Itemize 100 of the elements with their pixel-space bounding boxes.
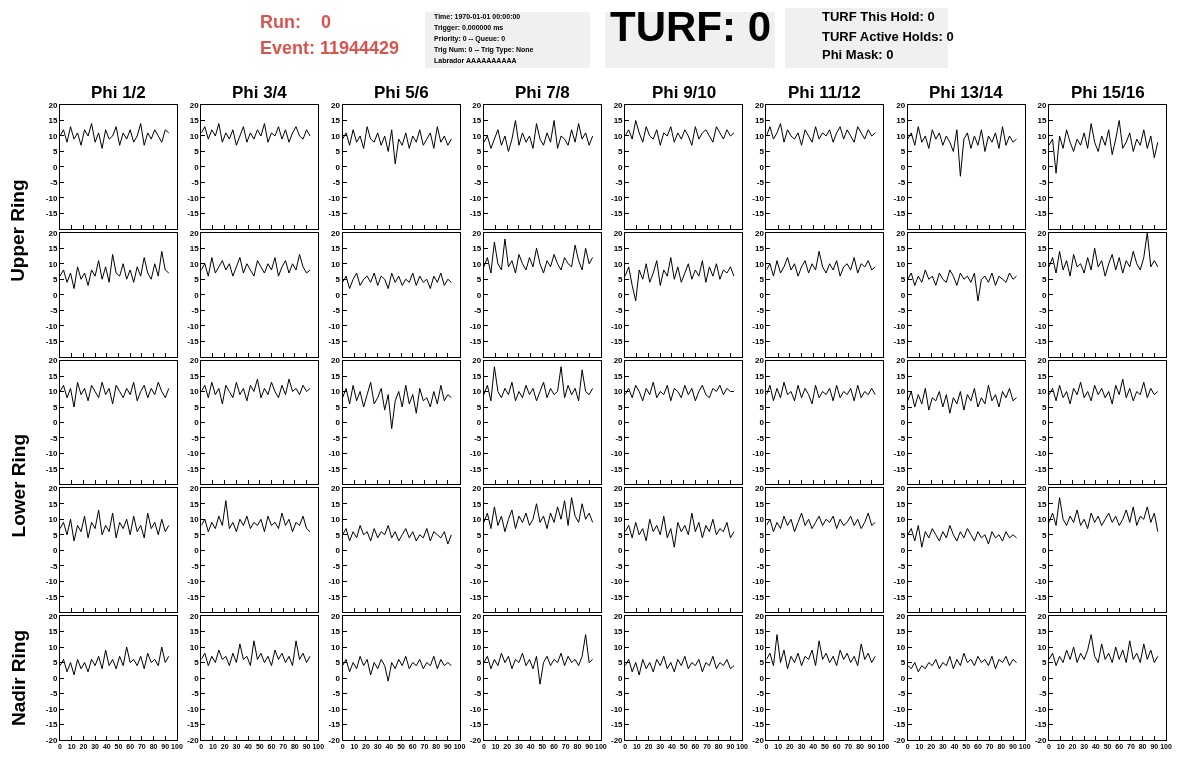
y-tick-label: -5: [615, 178, 624, 188]
y-tick-label: 10: [1037, 387, 1047, 397]
y-tick-label: -15: [893, 720, 906, 730]
y-tick-label: -20: [45, 735, 58, 745]
y-tick-label: -15: [469, 209, 482, 219]
y-tick-label: 15: [472, 499, 482, 509]
y-tick-label: 5: [194, 402, 200, 412]
y-tick-label: -5: [191, 561, 200, 571]
y-tick-label: -10: [611, 704, 624, 714]
y-tick-label: 20: [754, 228, 765, 238]
y-tick-label: -5: [615, 433, 624, 443]
y-tick-label: -5: [474, 306, 482, 316]
y-tick-label: 0: [476, 290, 482, 300]
y-tick-label: -5: [898, 433, 906, 443]
y-tick-label: 15: [472, 244, 482, 254]
y-tick-label: -15: [469, 337, 482, 347]
y-tick-label: -15: [1034, 464, 1047, 474]
y-tick-label: -15: [893, 592, 906, 602]
y-tick-label: -10: [893, 704, 906, 714]
y-tick-label: 5: [194, 530, 200, 540]
y-tick-label: 5: [900, 658, 906, 668]
y-tick-label: -15: [187, 720, 200, 730]
y-tick-label: -15: [1034, 209, 1047, 219]
y-tick-label: -20: [752, 735, 765, 745]
y-tick-label: -5: [615, 561, 624, 571]
y-tick-label: 5: [618, 147, 624, 157]
y-tick-label: -10: [1034, 193, 1047, 203]
y-tick-label: 10: [1037, 259, 1047, 269]
y-tick-label: -15: [328, 720, 341, 730]
y-tick-label: 10: [48, 515, 58, 525]
y-tick-label: 10: [613, 131, 624, 141]
y-tick-label: 5: [1041, 275, 1047, 285]
y-tick-label: 0: [900, 546, 906, 556]
y-tick-label: 20: [331, 611, 341, 621]
y-tick-label: 0: [52, 418, 58, 428]
y-tick-label: 20: [754, 100, 765, 110]
y-tick-label: -5: [898, 306, 906, 316]
y-tick-label: 10: [189, 387, 200, 397]
y-tick-label: 10: [896, 515, 906, 525]
y-tick-label: -10: [893, 321, 906, 331]
y-tick-label: 10: [613, 387, 624, 397]
y-tick-label: 10: [472, 259, 482, 269]
y-tick-label: 0: [52, 290, 58, 300]
y-tick-label: 0: [335, 673, 341, 683]
chart-title: Phi 1/2: [91, 83, 146, 102]
y-tick-label: 0: [1041, 673, 1047, 683]
y-tick-label: 20: [754, 611, 765, 621]
y-tick-label: 10: [613, 259, 624, 269]
chart-title: Phi 15/16: [1071, 83, 1145, 102]
y-tick-label: -15: [328, 592, 341, 602]
y-tick-label: 5: [194, 147, 200, 157]
text: TURF: 0: [610, 3, 771, 50]
y-tick-label: 0: [194, 673, 200, 683]
y-tick-label: 20: [331, 100, 341, 110]
y-tick-label: -5: [898, 178, 906, 188]
y-tick-label: -15: [469, 592, 482, 602]
y-tick-label: 5: [900, 530, 906, 540]
y-tick-label: 15: [189, 627, 200, 637]
y-tick-label: -15: [45, 209, 58, 219]
y-tick-label: 10: [48, 259, 58, 269]
y-tick-label: -5: [191, 178, 200, 188]
y-tick-label: 5: [900, 147, 906, 157]
y-tick-label: 0: [194, 418, 200, 428]
y-tick-label: 10: [331, 259, 341, 269]
y-tick-label: 15: [896, 116, 906, 126]
y-tick-label: 20: [48, 611, 58, 621]
y-tick-label: -20: [328, 735, 341, 745]
y-tick-label: 5: [618, 530, 624, 540]
y-tick-label: -5: [615, 306, 624, 316]
y-tick-label: 5: [759, 275, 765, 285]
y-tick-label: -20: [469, 735, 482, 745]
y-tick-label: 20: [472, 356, 482, 366]
y-tick-label: 0: [1041, 290, 1047, 300]
y-tick-label: -5: [50, 689, 58, 699]
y-tick-label: 15: [331, 627, 341, 637]
y-tick-label: 15: [472, 371, 482, 381]
y-tick-label: -15: [328, 209, 341, 219]
y-tick-label: 0: [618, 546, 624, 556]
y-tick-label: -10: [611, 577, 624, 587]
y-tick-label: -10: [1034, 704, 1047, 714]
y-tick-label: 15: [754, 116, 765, 126]
y-tick-label: 10: [331, 515, 341, 525]
y-tick-label: 15: [1037, 116, 1047, 126]
y-tick-label: -5: [1039, 178, 1047, 188]
y-tick-label: 10: [754, 387, 765, 397]
chart-title: Phi 5/6: [374, 83, 429, 102]
y-tick-label: 20: [189, 356, 200, 366]
chart-title: Phi 11/12: [788, 83, 861, 102]
y-tick-label: 15: [754, 244, 765, 254]
y-tick-label: 10: [189, 259, 200, 269]
y-tick-label: -10: [328, 321, 341, 331]
y-tick-label: 20: [48, 228, 58, 238]
y-tick-label: 0: [335, 418, 341, 428]
y-tick-label: -15: [469, 720, 482, 730]
y-tick-label: 20: [472, 228, 482, 238]
y-tick-label: -10: [469, 704, 482, 714]
y-tick-label: 20: [613, 100, 624, 110]
y-tick-label: 0: [335, 162, 341, 172]
y-tick-label: 20: [1037, 100, 1047, 110]
y-tick-label: 5: [1041, 530, 1047, 540]
